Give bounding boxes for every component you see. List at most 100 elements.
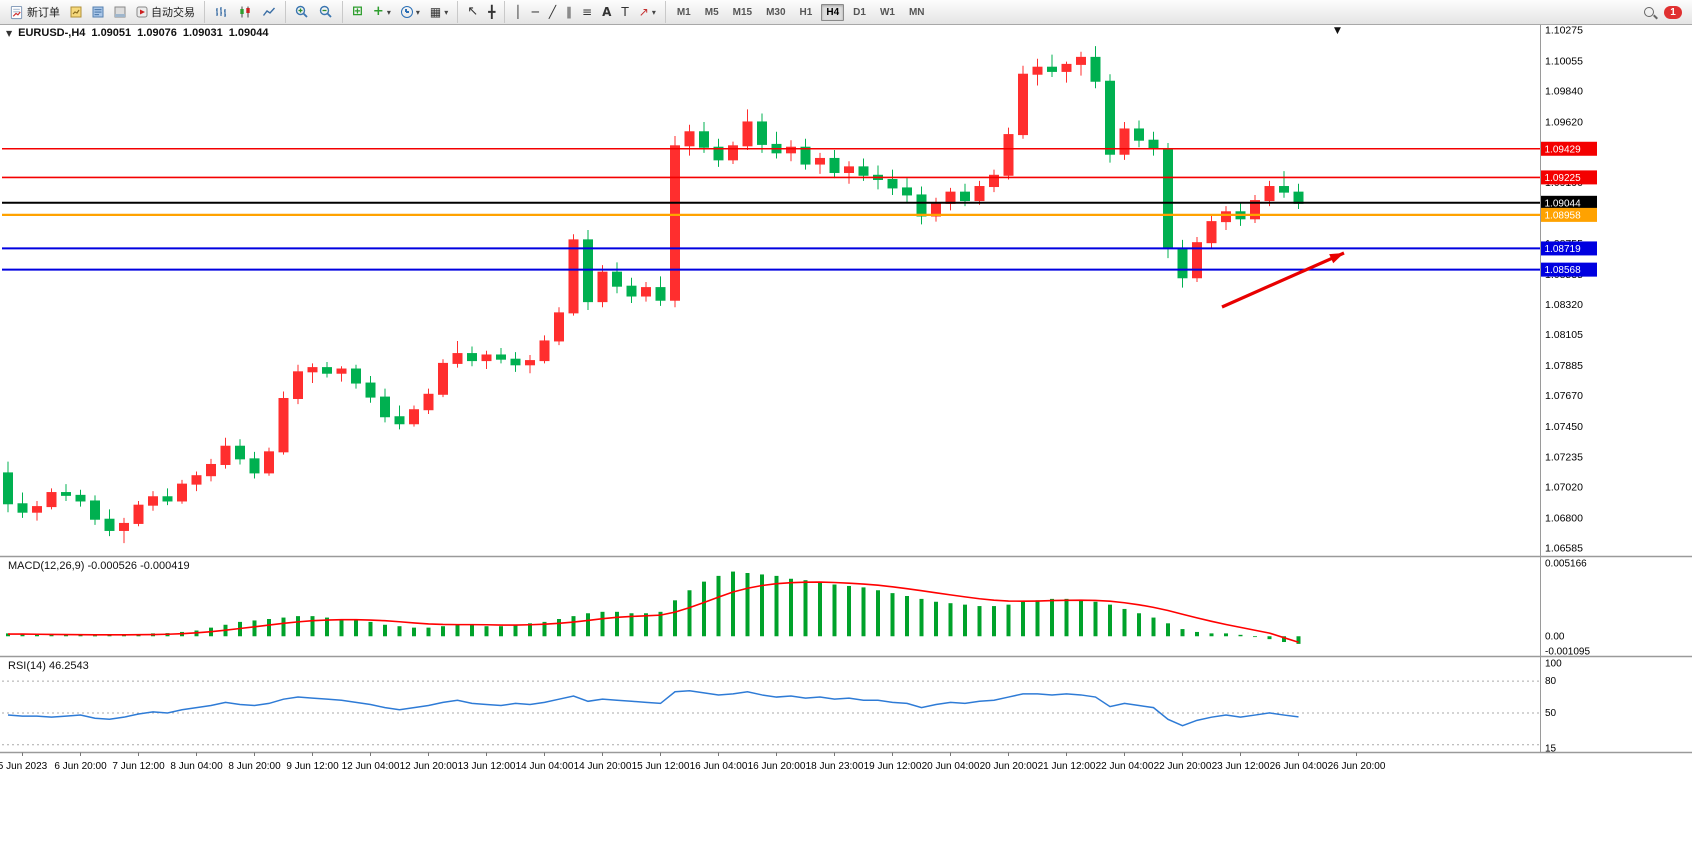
timeframe-m30-button[interactable]: M30 [766,6,786,18]
trendline-button[interactable]: ╱ [546,5,559,19]
order-group: 新订单 [0,1,205,23]
svg-text:0.00: 0.00 [1545,631,1565,642]
timeframe-m1-button[interactable]: M1 [676,6,691,18]
svg-text:1.08105: 1.08105 [1545,329,1583,341]
svg-text:26 Jun 04:00: 26 Jun 04:00 [1270,761,1328,772]
svg-text:1.08568: 1.08568 [1545,265,1582,276]
svg-text:1.08320: 1.08320 [1545,299,1583,311]
toolbar: 新订单 [0,0,1692,25]
bar-chart-button[interactable] [211,4,231,20]
chart-dropdown-caret-icon[interactable]: ▼ [1334,26,1341,36]
zoom-in-button[interactable] [292,4,312,20]
zoom-out-button[interactable] [316,4,336,20]
navigator-icon [92,6,104,18]
chart-high-value: 1.09076 [137,27,177,39]
svg-text:1.07020: 1.07020 [1545,481,1583,493]
vertical-line-icon: │ [514,5,522,19]
horizontal-line-button[interactable]: ─ [529,5,542,19]
timeframe-mn-button[interactable]: MN [908,6,925,18]
market-watch-icon [70,6,82,18]
autotrading-button[interactable]: 自动交易 [133,3,198,21]
candlestick-chart-icon [240,6,250,18]
svg-text:14 Jun 20:00: 14 Jun 20:00 [574,761,632,772]
timeframe-h1-button[interactable]: H1 [799,6,813,18]
channel-button[interactable]: ∥ [563,5,575,19]
svg-text:1.08719: 1.08719 [1545,244,1582,255]
rsi-indicator-label: RSI(14) 46.2543 [8,660,89,672]
clock-icon [400,6,413,18]
navigator-button[interactable] [89,5,107,19]
svg-text:1.10275: 1.10275 [1545,25,1583,37]
macd-indicator-label: MACD(12,26,9) -0.000526 -0.000419 [8,560,190,572]
new-order-icon [10,5,23,19]
svg-text:12 Jun 20:00: 12 Jun 20:00 [400,761,458,772]
chevron-down-icon: ▾ [444,7,449,17]
svg-text:20 Jun 04:00: 20 Jun 04:00 [922,761,980,772]
channel-icon: ∥ [566,5,573,19]
arrows-icon: ↗ [638,5,649,19]
fibonacci-button[interactable]: ≡ [579,5,595,19]
new-order-button[interactable]: 新订单 [6,3,63,21]
svg-text:14 Jun 04:00: 14 Jun 04:00 [516,761,574,772]
svg-text:1.09620: 1.09620 [1545,116,1583,128]
svg-text:7 Jun 12:00: 7 Jun 12:00 [112,761,165,772]
indicators-button[interactable]: + ▾ [370,5,394,19]
timeframe-m15-button[interactable]: M15 [732,6,753,18]
svg-text:6 Jun 20:00: 6 Jun 20:00 [54,761,107,772]
toolbar-right: 1 [1644,5,1692,19]
timeframe-h4-button[interactable]: H4 [821,3,845,21]
svg-text:50: 50 [1545,708,1557,719]
arrows-button[interactable]: ↗ ▾ [636,5,659,19]
timeframe-w1-button[interactable]: W1 [879,6,895,18]
line-chart-button[interactable] [259,4,279,20]
new-order-label: 新订单 [27,7,60,19]
chevron-down-icon: ▾ [415,7,420,17]
svg-text:1.07885: 1.07885 [1545,360,1583,372]
svg-text:1.10055: 1.10055 [1545,55,1583,67]
horizontal-line-icon: ─ [531,5,539,19]
text-label-icon: T [621,5,629,19]
svg-text:8 Jun 04:00: 8 Jun 04:00 [170,761,223,772]
drawing-tools-group: │ ─ ╱ ∥ ≡ A T ↗ ▾ [505,1,666,23]
svg-text:22 Jun 04:00: 22 Jun 04:00 [1096,761,1154,772]
terminal-icon [114,6,126,18]
notification-badge[interactable]: 1 [1664,5,1682,19]
chart-symbol-period: EURUSD-,H4 [18,27,86,39]
cursor-button[interactable]: ↖ [464,5,481,19]
svg-text:8 Jun 20:00: 8 Jun 20:00 [228,761,281,772]
svg-text:0.005166: 0.005166 [1545,559,1587,570]
svg-text:26 Jun 20:00: 26 Jun 20:00 [1328,761,1386,772]
chart-open-value: 1.09051 [91,27,132,39]
chart-type-group [205,1,286,23]
crosshair-icon: ╋ [488,5,496,19]
bar-chart-icon [216,7,226,17]
chart-title: ▼ EURUSD-,H4 1.09051 1.09076 1.09031 1.0… [6,27,268,39]
timeframe-d1-button[interactable]: D1 [853,6,866,18]
candlestick-chart-button[interactable] [235,4,255,20]
tile-windows-button[interactable]: ⊞ [349,5,366,19]
search-icon[interactable] [1644,7,1654,17]
terminal-button[interactable] [111,5,129,19]
market-watch-button[interactable] [67,5,85,19]
templates-icon: ▦ [429,5,442,19]
periods-button[interactable]: ▾ [398,5,423,19]
crosshair-button[interactable]: ╋ [485,5,498,19]
timeframe-m5-button[interactable]: M5 [704,6,719,18]
svg-text:16 Jun 20:00: 16 Jun 20:00 [748,761,806,772]
indicators-icon: + [372,4,384,19]
timeframe-group: M1 M5 M15 M30 H1 H4 D1 W1 MN [666,1,936,23]
autotrading-icon [136,6,148,18]
templates-button[interactable]: ▦ ▾ [427,5,451,19]
pointer-group: ↖ ╋ [458,1,506,23]
svg-text:1.09429: 1.09429 [1545,144,1582,155]
svg-text:9 Jun 12:00: 9 Jun 12:00 [286,761,339,772]
svg-text:1.08958: 1.08958 [1545,210,1582,221]
text-button[interactable]: A [599,5,614,19]
chart-title-caret-icon: ▼ [6,28,13,38]
vertical-line-button[interactable]: │ [511,5,524,19]
text-label-button[interactable]: T [618,5,631,19]
svg-text:12 Jun 04:00: 12 Jun 04:00 [342,761,400,772]
zoom-out-icon [319,5,332,18]
